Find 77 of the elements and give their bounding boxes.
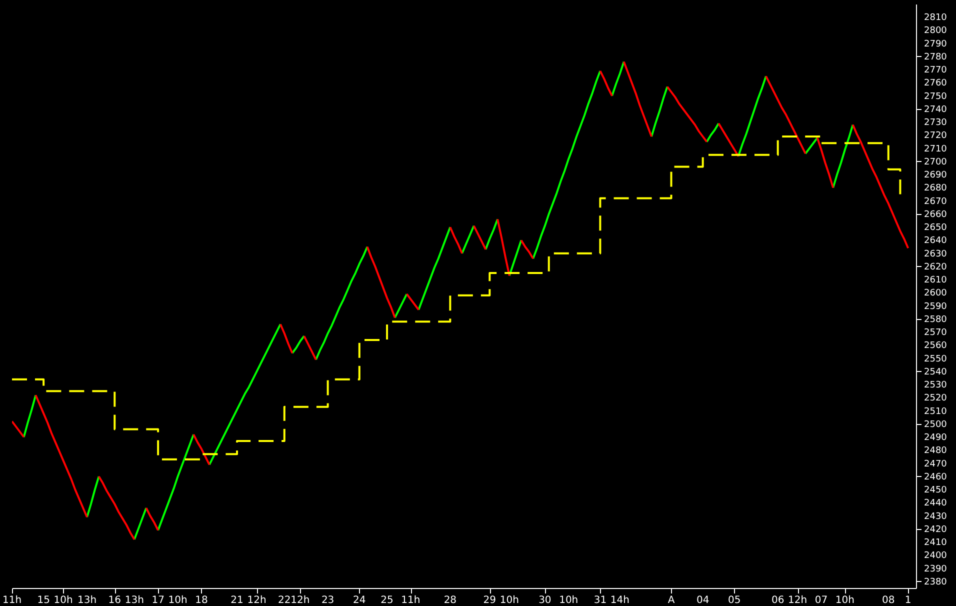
y-tick-label: 2460 [924, 472, 948, 482]
y-tick-label: 2640 [924, 236, 948, 246]
y-tick-label: 2760 [924, 78, 948, 89]
y-tick-label: 2550 [924, 354, 948, 364]
x-tick-label: 10h [559, 595, 578, 606]
x-tick-label: 07 [814, 595, 828, 606]
x-tick-label: 22 [278, 595, 291, 606]
y-tick-label: 2520 [924, 394, 948, 404]
y-tick-label: 2740 [924, 104, 948, 115]
y-tick-label: 2600 [924, 288, 948, 299]
y-tick-label: 2490 [924, 433, 948, 444]
y-tick-label: 2540 [924, 367, 948, 378]
y-tick-label: 2410 [924, 538, 948, 548]
y-tick-label: 2750 [924, 92, 948, 102]
y-tick-label: 2510 [924, 406, 948, 417]
x-tick-label: 11h [2, 595, 22, 606]
x-tick-label: A [668, 595, 675, 606]
x-tick-label: 10h [500, 595, 519, 606]
x-tick-label: 13h [124, 595, 144, 606]
x-tick-label: 12h [788, 595, 808, 606]
y-tick-label: 2580 [924, 314, 948, 325]
x-tick-label: 10h [54, 595, 73, 606]
x-tick-label: 29 [483, 595, 496, 606]
y-tick-label: 2690 [924, 170, 948, 181]
x-tick-label: 04 [696, 595, 710, 606]
y-tick-label: 2710 [924, 144, 948, 154]
x-tick-label: 25 [380, 595, 394, 606]
x-tick-label: 12h [247, 595, 266, 606]
y-tick-label: 2700 [924, 157, 948, 168]
y-tick-label: 2650 [924, 223, 948, 234]
x-tick-label: 21 [230, 595, 244, 606]
y-tick-label: 2500 [924, 420, 948, 430]
y-tick-label: 2780 [924, 52, 948, 62]
x-tick-label: 14h [610, 595, 630, 606]
y-tick-label: 2660 [924, 210, 948, 220]
x-tick-label: 18 [195, 595, 208, 606]
y-tick-label: 2560 [924, 341, 948, 352]
x-tick-label: 10h [835, 595, 854, 606]
y-tick-label: 2800 [924, 26, 948, 36]
y-tick-label: 2790 [924, 39, 948, 50]
y-tick-label: 2770 [924, 66, 948, 76]
y-tick-label: 2380 [924, 577, 948, 588]
y-tick-label: 2610 [924, 276, 948, 286]
y-tick-label: 2440 [924, 498, 948, 509]
y-tick-label: 2630 [924, 249, 948, 260]
x-tick-label: 28 [444, 595, 457, 606]
x-tick-label: 15 [37, 595, 50, 606]
y-tick-label: 2670 [924, 196, 948, 207]
x-tick-label: 06 [771, 595, 784, 606]
x-tick-label: 17 [152, 595, 164, 606]
y-tick-label: 2720 [924, 131, 948, 142]
x-tick-label: 24 [353, 595, 366, 606]
x-tick-label: 10h [168, 595, 188, 606]
y-tick-label: 2680 [924, 184, 948, 194]
y-tick-label: 2470 [924, 459, 948, 470]
y-tick-label: 2480 [924, 446, 948, 456]
y-tick-label: 2530 [924, 380, 948, 391]
x-tick-label: 05 [728, 595, 741, 606]
x-tick-label: 11h [401, 595, 420, 606]
x-tick-label: 16 [108, 595, 122, 606]
x-tick-label: 30 [538, 595, 552, 606]
x-tick-label: 08 [882, 595, 895, 606]
y-tick-label: 2810 [924, 13, 948, 24]
y-tick-label: 2400 [924, 551, 948, 562]
y-tick-label: 2590 [924, 302, 948, 312]
x-tick-label: 23 [321, 595, 334, 606]
x-tick-label: 31 [594, 595, 607, 606]
y-tick-label: 2730 [924, 118, 948, 128]
x-tick-label: 12h [290, 595, 310, 606]
x-tick-label: 13h [77, 595, 97, 606]
x-tick-label: 1 [904, 595, 912, 606]
y-tick-label: 2390 [924, 564, 948, 574]
y-tick-label: 2430 [924, 512, 948, 522]
y-tick-label: 2620 [924, 262, 948, 272]
y-tick-label: 2450 [924, 486, 948, 496]
y-tick-label: 2420 [924, 524, 948, 535]
y-tick-label: 2570 [924, 328, 948, 338]
